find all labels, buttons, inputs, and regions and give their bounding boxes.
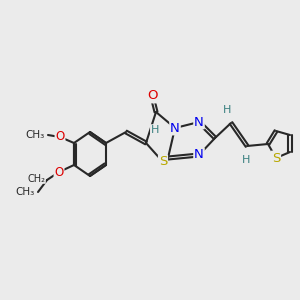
Text: S: S [272,152,280,164]
Text: H: H [151,125,159,135]
Text: O: O [56,130,64,143]
Text: CH₃: CH₃ [26,130,45,140]
Text: CH₂: CH₂ [28,173,46,184]
Text: H: H [242,155,250,165]
Text: CH₃: CH₃ [16,187,35,197]
Text: N: N [170,122,180,134]
Text: N: N [194,148,204,161]
Text: N: N [194,116,204,128]
Text: H: H [223,105,231,115]
Text: S: S [159,155,167,169]
Text: O: O [147,89,157,103]
Text: O: O [54,166,64,178]
